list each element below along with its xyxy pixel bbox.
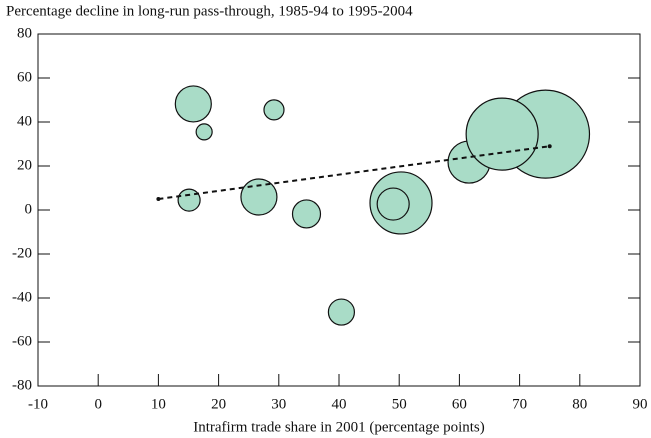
bubble [240,178,278,216]
bubble [174,85,212,123]
x-tick-label: 30 [271,396,286,412]
bubble [291,199,322,229]
trend-end [547,144,552,149]
y-tick-label: -40 [12,289,32,305]
bubble [195,123,213,141]
bubble [327,298,356,326]
x-tick-label: 40 [332,396,347,412]
bubble [465,97,539,171]
trend-line [158,145,550,200]
x-tick-label: 50 [392,396,407,412]
y-tick-label: 80 [17,25,32,41]
y-tick-label: 40 [17,113,32,129]
x-tick-label: 0 [94,396,102,412]
y-tick-label: 0 [25,201,33,217]
x-tick-label: 60 [452,396,467,412]
y-tick-label: -60 [12,333,32,349]
y-tick-label: -80 [12,377,32,393]
y-tick-label: 60 [17,69,32,85]
y-tick-label: -20 [12,245,32,261]
bubble [263,99,285,121]
x-tick-label: 10 [151,396,166,412]
bubble [376,187,410,221]
x-tick-label: 90 [633,396,648,412]
x-tick-label: 70 [512,396,527,412]
bubble [177,188,201,212]
x-tick-label: 20 [211,396,226,412]
plot-frame [37,33,641,387]
x-axis-label: Intrafirm trade share in 2001 (percentag… [193,419,485,435]
x-tick-label: -10 [28,396,48,412]
x-tick-label: 80 [572,396,587,412]
chart-title: Percentage decline in long-run pass-thro… [6,3,413,19]
trend-end [156,197,161,201]
y-tick-label: 20 [17,157,32,173]
